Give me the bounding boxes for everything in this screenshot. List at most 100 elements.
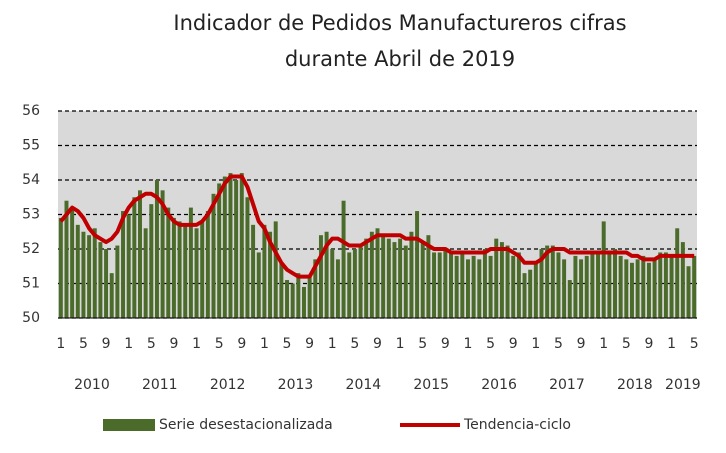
bar xyxy=(663,252,668,318)
bar xyxy=(635,259,640,318)
bar xyxy=(584,255,589,318)
bar xyxy=(409,231,414,318)
bar xyxy=(239,173,244,318)
y-tick-label: 52 xyxy=(22,241,40,257)
bar xyxy=(482,249,487,318)
y-tick-label: 54 xyxy=(22,172,40,188)
bar xyxy=(590,252,595,318)
x-group-label: 2014 xyxy=(346,377,382,393)
bar xyxy=(420,242,425,318)
x-tick-label: 9 xyxy=(102,336,111,352)
bar xyxy=(268,231,273,318)
bar xyxy=(499,242,504,318)
bar xyxy=(171,217,176,318)
bar xyxy=(494,238,499,318)
x-tick-label: 5 xyxy=(418,336,427,352)
bar xyxy=(296,273,301,318)
bar xyxy=(234,180,239,318)
bar xyxy=(398,238,403,318)
bar xyxy=(115,245,120,318)
bar xyxy=(692,255,697,318)
legend-label: Tendencia-ciclo xyxy=(463,417,571,433)
bar xyxy=(358,245,363,318)
x-group-label: 2018 xyxy=(617,377,653,393)
x-group-label: 2012 xyxy=(210,377,246,393)
x-group-label: 2010 xyxy=(74,377,110,393)
bar xyxy=(443,249,448,318)
bar xyxy=(460,252,465,318)
bar xyxy=(437,252,442,318)
bar xyxy=(154,180,159,318)
x-tick-label: 1 xyxy=(531,336,540,352)
x-tick-label: 5 xyxy=(690,336,699,352)
x-tick-label: 5 xyxy=(283,336,292,352)
bar xyxy=(200,221,205,318)
x-group-label: 2015 xyxy=(413,377,449,393)
bar xyxy=(279,262,284,318)
y-tick-label: 50 xyxy=(22,310,40,326)
bar xyxy=(454,255,459,318)
x-group-label: 2019 xyxy=(665,377,701,393)
bar xyxy=(392,242,397,318)
bar xyxy=(505,245,510,318)
bar xyxy=(324,231,329,318)
bar xyxy=(522,273,527,318)
bar xyxy=(132,197,137,318)
bar xyxy=(58,217,63,318)
x-group-label: 2013 xyxy=(278,377,314,393)
bar xyxy=(415,211,420,318)
x-tick-label: 5 xyxy=(622,336,631,352)
bar xyxy=(601,221,606,318)
x-group-label: 2017 xyxy=(549,377,585,393)
y-tick-label: 51 xyxy=(22,276,40,292)
bar xyxy=(70,207,75,318)
bar xyxy=(652,259,657,318)
bar xyxy=(104,249,109,318)
x-tick-label: 1 xyxy=(124,336,133,352)
bar xyxy=(686,266,691,318)
bar xyxy=(87,235,92,318)
bar xyxy=(607,252,612,318)
bar xyxy=(126,214,131,318)
bar xyxy=(302,286,306,318)
bar xyxy=(680,242,685,318)
bar xyxy=(251,224,256,318)
x-tick-label: 9 xyxy=(169,336,178,352)
x-tick-label: 1 xyxy=(464,336,473,352)
bar xyxy=(149,204,154,318)
bar xyxy=(194,228,199,318)
bar xyxy=(528,269,533,318)
bar xyxy=(556,252,561,318)
bar xyxy=(516,252,521,318)
bar xyxy=(166,207,171,318)
x-tick-label: 9 xyxy=(237,336,246,352)
bar xyxy=(624,259,629,318)
bar xyxy=(511,255,516,318)
bar xyxy=(618,255,623,318)
x-tick-label: 5 xyxy=(486,336,495,352)
bar xyxy=(222,176,227,318)
bar xyxy=(262,224,267,318)
bar xyxy=(669,255,674,318)
bar xyxy=(364,238,369,318)
x-tick-label: 9 xyxy=(373,336,382,352)
bar xyxy=(369,231,374,318)
bar xyxy=(330,249,335,318)
x-tick-label: 1 xyxy=(56,336,65,352)
chart-title: durante Abril de 2019 xyxy=(285,47,515,71)
x-tick-label: 1 xyxy=(396,336,405,352)
bar xyxy=(285,280,290,318)
bar xyxy=(177,221,182,318)
bar xyxy=(550,245,555,318)
x-tick-label: 9 xyxy=(577,336,586,352)
legend-swatch xyxy=(103,419,155,431)
bar xyxy=(567,280,572,318)
bar xyxy=(183,224,188,318)
bar xyxy=(465,259,470,318)
bar xyxy=(188,207,193,318)
bar xyxy=(64,200,69,318)
bar xyxy=(98,242,103,318)
bar xyxy=(562,259,567,318)
legend-label: Serie desestacionalizada xyxy=(159,417,333,433)
x-tick-label: 5 xyxy=(350,336,359,352)
